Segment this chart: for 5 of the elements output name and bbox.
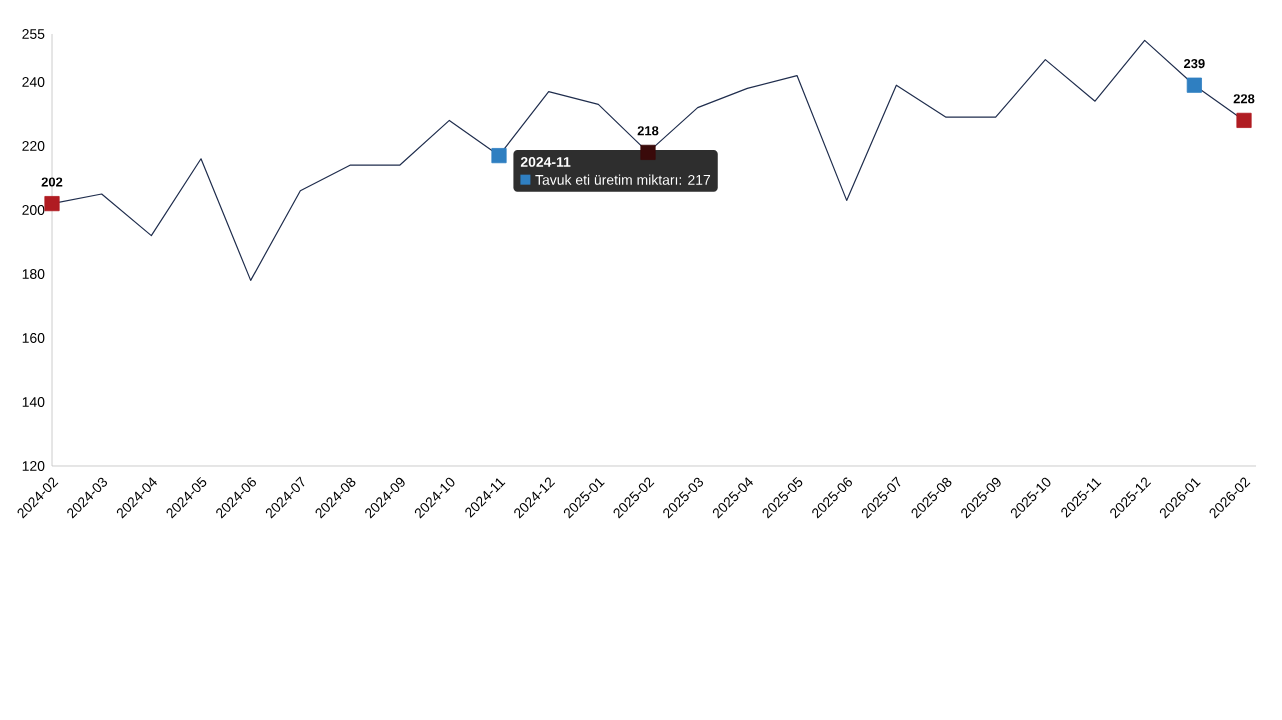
point	[640, 144, 656, 160]
point	[491, 148, 507, 164]
point	[1186, 77, 1202, 93]
point	[44, 196, 60, 212]
point	[1236, 112, 1252, 128]
